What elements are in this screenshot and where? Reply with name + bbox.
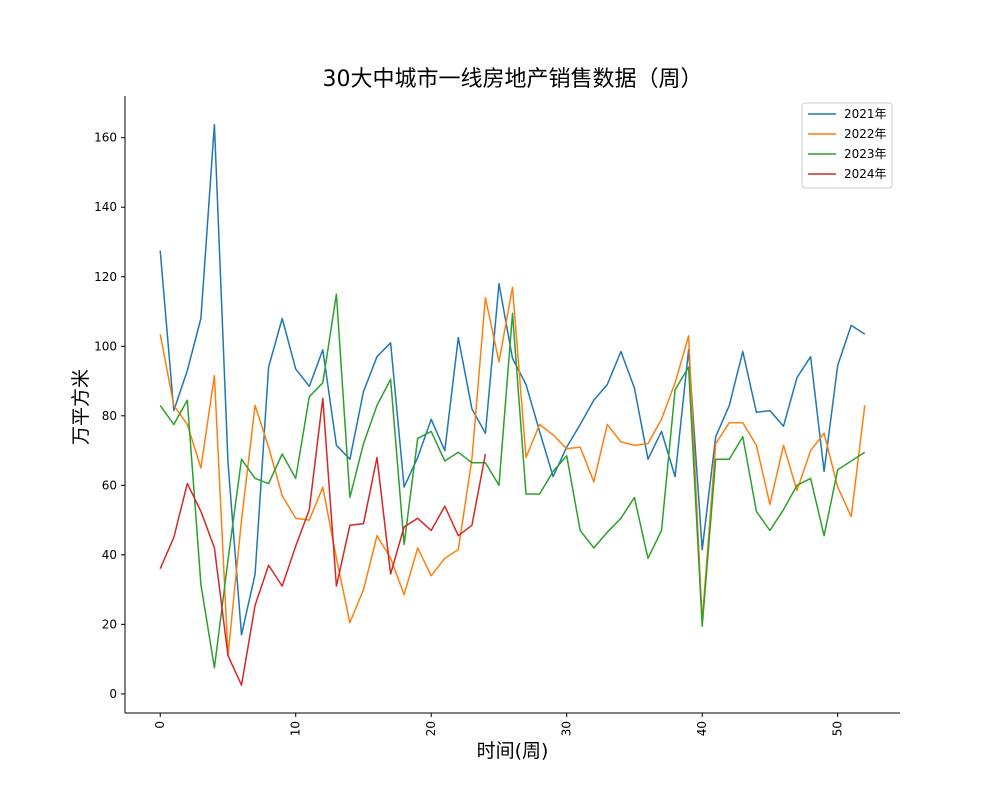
x-tick-label: 30 xyxy=(560,721,574,736)
series-line-2 xyxy=(159,286,866,657)
y-axis-ticks: 0 20 40 60 80 100 120 140 160 xyxy=(94,131,125,701)
x-axis-ticks: 0 10 20 30 40 50 xyxy=(153,713,845,736)
y-axis-label: 万平方米 xyxy=(70,369,92,445)
x-tick-label: 10 xyxy=(289,721,303,736)
y-tick-label: 80 xyxy=(102,409,117,423)
x-tick-label: 20 xyxy=(424,721,438,736)
x-tick-label: 0 xyxy=(153,721,167,729)
y-tick-label: 100 xyxy=(94,339,117,353)
series-lines xyxy=(159,123,866,686)
y-tick-label: 0 xyxy=(109,687,117,701)
series-line-4 xyxy=(159,397,487,686)
legend-label: 2021年 xyxy=(844,107,887,121)
legend-label: 2024年 xyxy=(844,167,887,181)
series-line-1 xyxy=(159,123,866,636)
legend-label: 2022年 xyxy=(844,127,887,141)
axes-spines xyxy=(124,96,900,714)
legend-label: 2023年 xyxy=(844,147,887,161)
y-tick-label: 160 xyxy=(94,131,117,145)
x-axis-label: 时间(周) xyxy=(477,740,549,762)
y-tick-label: 20 xyxy=(102,617,117,631)
x-tick-label: 50 xyxy=(831,721,845,736)
x-tick-label: 40 xyxy=(695,721,709,736)
y-tick-label: 120 xyxy=(94,270,117,284)
y-tick-label: 40 xyxy=(102,548,117,562)
chart-title: 30大中城市一线房地产销售数据（周） xyxy=(323,67,703,92)
series-line-3 xyxy=(159,293,866,669)
chart-legend: 2021年 2022年 2023年 2024年 xyxy=(801,102,893,189)
y-tick-label: 140 xyxy=(94,200,117,214)
legend-box xyxy=(801,102,893,189)
y-tick-label: 60 xyxy=(102,478,117,492)
